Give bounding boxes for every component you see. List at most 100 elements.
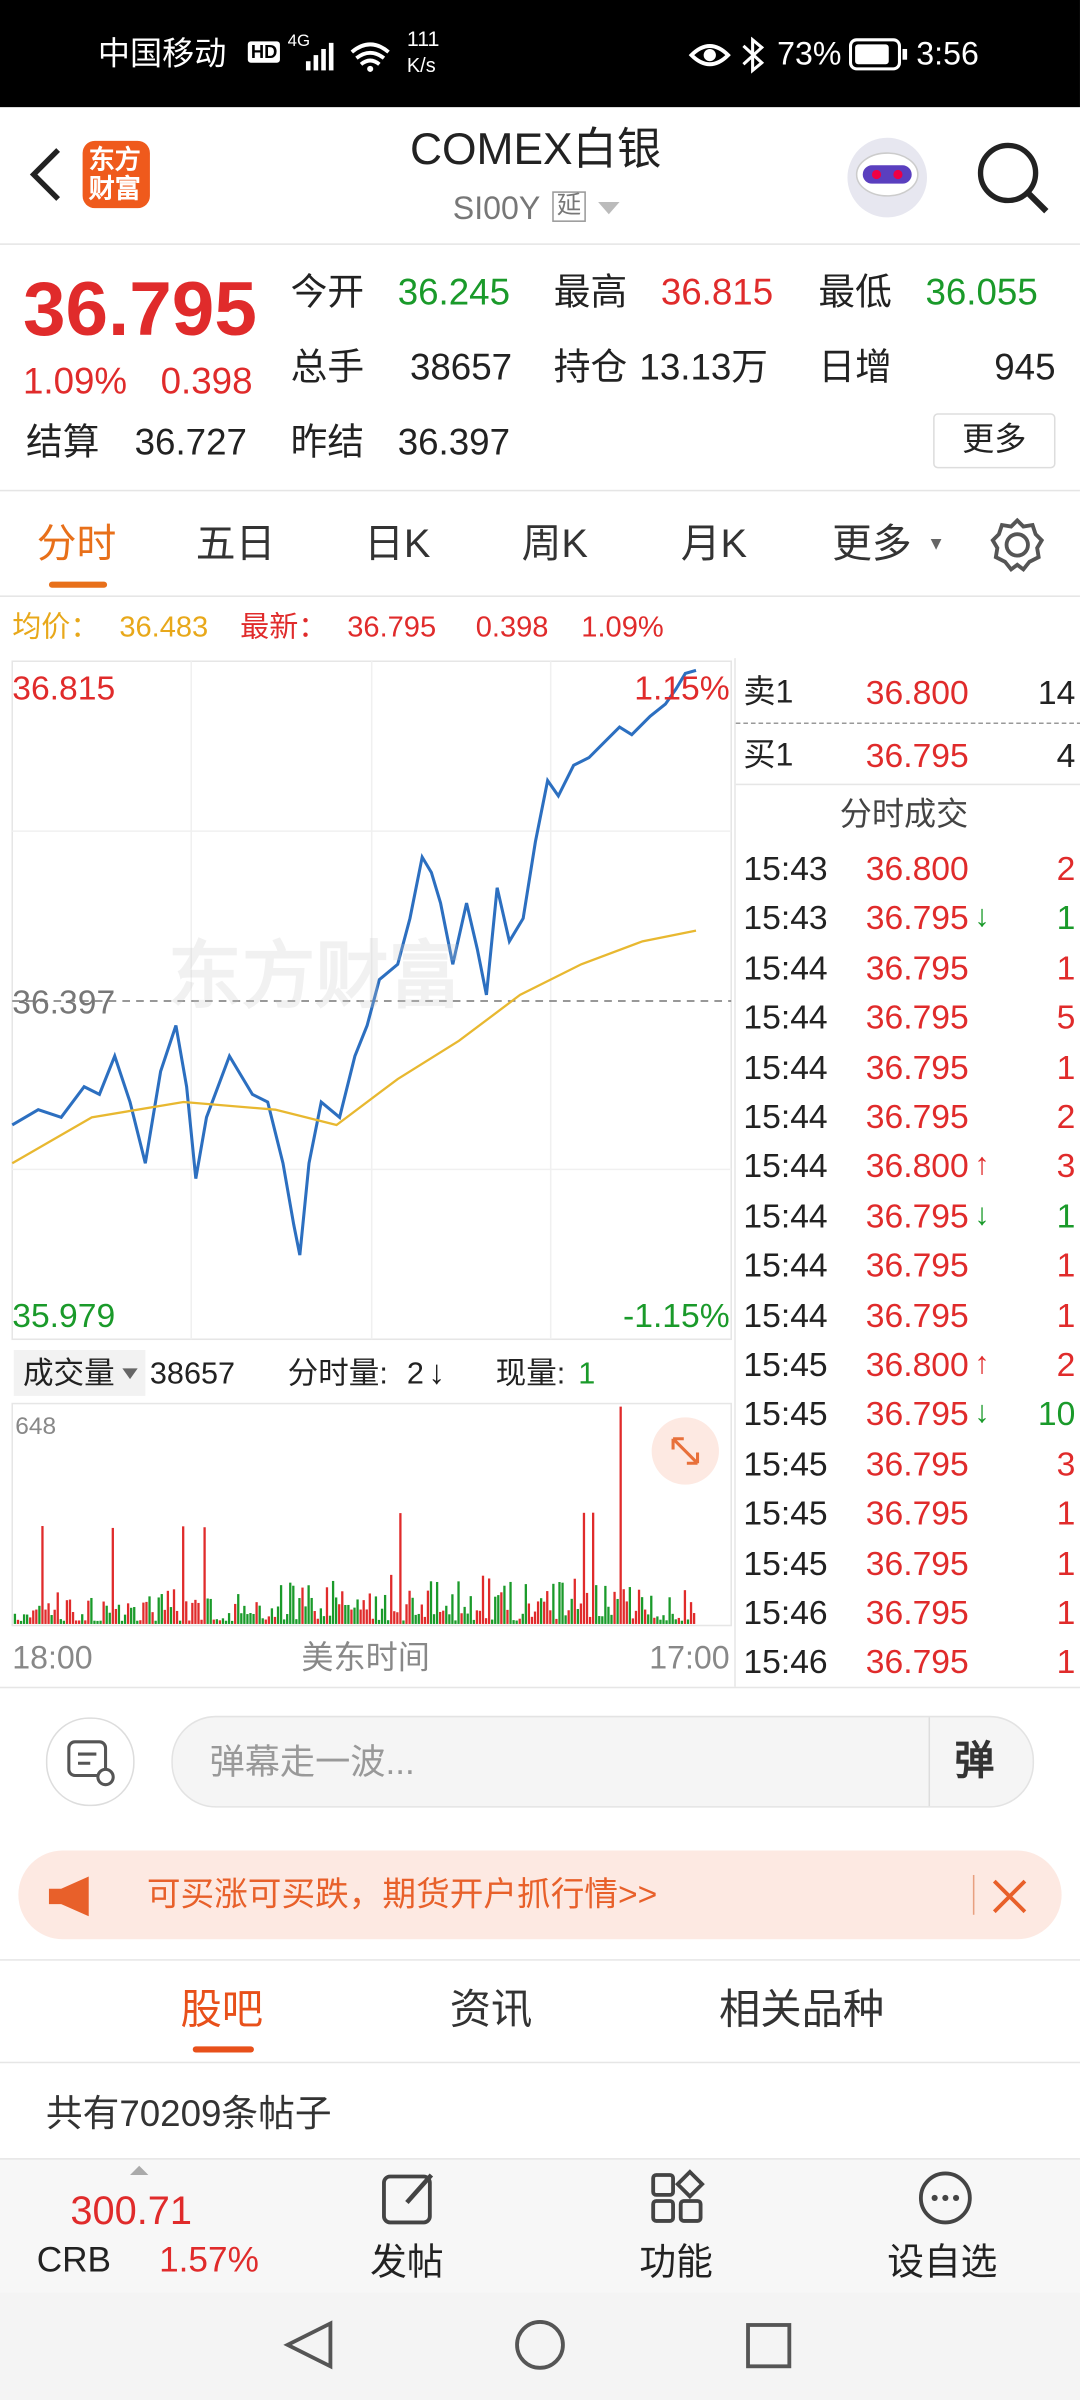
volume-bar — [429, 1581, 433, 1624]
volume-bar — [634, 1610, 638, 1624]
more-button[interactable]: 更多 — [933, 413, 1056, 469]
volume-bar — [267, 1616, 270, 1624]
current-label: 现量: — [495, 1357, 566, 1392]
volume-max: 648 — [15, 1414, 57, 1441]
volume-bar — [108, 1612, 111, 1624]
tab[interactable]: 五日 — [195, 520, 276, 567]
dropdown-arrow[interactable] — [597, 199, 621, 217]
volume-bar — [212, 1619, 215, 1624]
info-line: 均价： 36.483 最新： 36.795 0.398 1.09% — [0, 597, 1080, 658]
back-button[interactable] — [21, 144, 67, 205]
volume-bar — [163, 1609, 166, 1624]
danmaku-button[interactable]: 弹 — [954, 1737, 995, 1784]
volume-bar — [304, 1606, 307, 1624]
index-change[interactable]: 1.57% — [159, 2239, 259, 2280]
volume-bar — [683, 1590, 687, 1624]
volume-bar — [188, 1620, 191, 1624]
volume-bar — [383, 1594, 387, 1624]
volume-bar — [185, 1601, 188, 1624]
volume-bar — [270, 1608, 274, 1624]
section-tab[interactable]: 资讯 — [449, 1986, 533, 2033]
action-function[interactable]: 功能 — [639, 2242, 713, 2284]
volume-bar — [374, 1596, 378, 1624]
volume-bar — [350, 1609, 353, 1624]
volume-bar — [178, 1620, 182, 1624]
settings-button[interactable] — [990, 517, 1045, 573]
index-value[interactable]: 300.71 — [70, 2187, 193, 2234]
volume-bar — [484, 1618, 488, 1624]
volume-bar — [365, 1609, 368, 1624]
volume-bar — [631, 1618, 635, 1624]
volume-bar — [573, 1578, 576, 1624]
section-tab[interactable]: 相关品种 — [718, 1986, 885, 2033]
volume-bar — [466, 1613, 469, 1624]
volume-bar — [387, 1620, 390, 1624]
volume-bar — [546, 1591, 549, 1624]
section-tab[interactable]: 股吧 — [180, 1986, 264, 2033]
volume-bar — [628, 1587, 632, 1624]
volume-bar — [224, 1620, 228, 1624]
tab-more-arrow[interactable]: ▼ — [926, 532, 946, 555]
tab[interactable]: 日K — [364, 520, 431, 567]
volume-bar — [338, 1604, 341, 1624]
volume-bar — [335, 1597, 338, 1624]
volume-bar — [472, 1619, 475, 1624]
volume-bar — [71, 1612, 75, 1624]
volume-bar — [319, 1608, 323, 1624]
nav-home[interactable] — [515, 2320, 565, 2370]
field-value: 38657 — [409, 347, 513, 389]
low-label: 35.979 — [12, 1296, 116, 1335]
trades-title: 分时成交 — [839, 797, 969, 833]
volume-bar — [197, 1602, 200, 1624]
trade-volume: 3 — [1056, 1444, 1076, 1483]
nav-recent[interactable] — [746, 2323, 792, 2369]
volume-bar — [273, 1616, 277, 1624]
battery-icon — [848, 38, 908, 71]
search-button[interactable] — [973, 138, 1053, 218]
volume-bar — [200, 1619, 203, 1624]
volume-bar — [659, 1619, 662, 1624]
title: COMEX白银 — [409, 125, 662, 175]
tab[interactable]: 更多 — [832, 520, 912, 567]
trade-time: 15:45 — [743, 1543, 828, 1583]
robot-avatar[interactable] — [844, 135, 930, 221]
trade-price: 36.795 — [865, 1295, 969, 1335]
comment-input[interactable]: 弹幕走一波... 弹 — [171, 1715, 1035, 1808]
action-post[interactable]: 发帖 — [370, 2242, 444, 2284]
volume-bar — [558, 1582, 561, 1624]
volume-bar — [172, 1589, 176, 1624]
volume-bar — [463, 1606, 466, 1624]
volume-bar — [38, 1605, 41, 1624]
field-label: 昨结 — [290, 422, 365, 464]
volume-bar — [390, 1574, 393, 1624]
volume-bar — [169, 1607, 173, 1624]
volume-bar — [29, 1617, 32, 1624]
watermark: 东方财富 — [168, 936, 462, 1018]
avg-value: 36.483 — [119, 612, 209, 645]
banner[interactable]: 可买涨可买跌，期货开户抓行情>> — [18, 1850, 1062, 1940]
volume-bar — [246, 1614, 249, 1624]
comment-settings[interactable] — [45, 1717, 135, 1807]
volume-bar — [613, 1591, 616, 1624]
comment-icon — [67, 1740, 115, 1787]
field-value: 36.727 — [134, 422, 247, 464]
volume-selector[interactable]: 成交量 — [13, 1349, 146, 1396]
speed: 111 — [406, 26, 440, 51]
trade-panel: 卖1 36.800 14 买1 36.795 4 分时成交 15:43 36.80… — [734, 658, 1080, 1687]
volume-bar — [380, 1608, 384, 1624]
field-value: 36.055 — [925, 272, 1038, 314]
volume-bar — [677, 1617, 680, 1624]
watchlist-icon — [918, 2171, 972, 2225]
volume-bar — [68, 1599, 72, 1624]
tab[interactable]: 周K — [521, 520, 588, 567]
trade-arrow: ↓ — [974, 1198, 990, 1232]
field-label: 总手 — [290, 347, 365, 389]
banner-close[interactable] — [991, 1878, 1028, 1915]
tab[interactable]: 分时 — [36, 520, 117, 567]
trade-price: 36.800 — [865, 849, 969, 888]
tab[interactable]: 月K — [680, 520, 748, 567]
nav-back[interactable] — [283, 2320, 333, 2370]
action-watchlist[interactable]: 设自选 — [887, 2242, 998, 2284]
volume-bar — [353, 1607, 356, 1624]
index-name[interactable]: CRB — [36, 2239, 111, 2280]
